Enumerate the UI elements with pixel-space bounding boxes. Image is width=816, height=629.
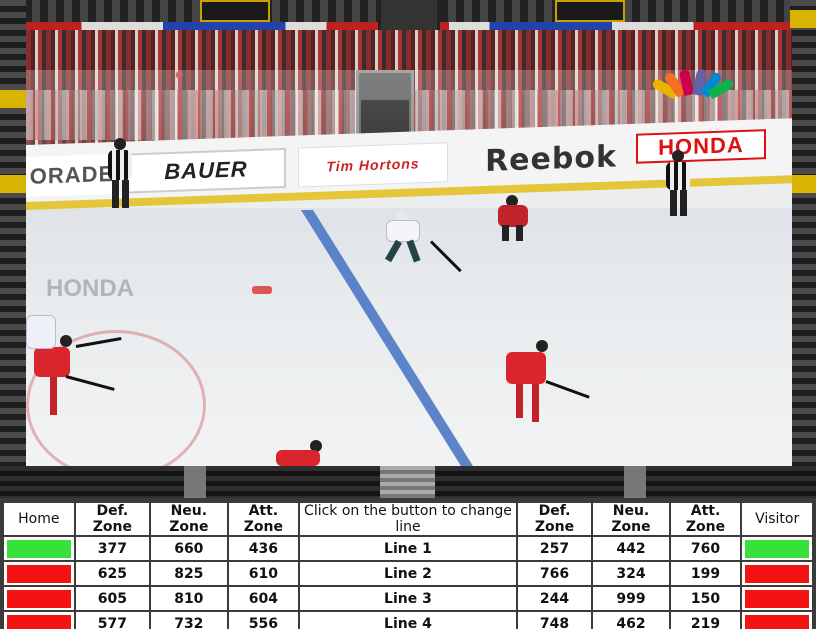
header-row: Home Def. Zone Neu. Zone Att. Zone Click… xyxy=(4,503,812,535)
line-2-button[interactable]: Line 2 xyxy=(300,562,516,585)
line-stats-panel: Home Def. Zone Neu. Zone Att. Zone Click… xyxy=(0,498,816,629)
visitor-status-indicator xyxy=(745,539,809,558)
scoreboard-support xyxy=(378,0,440,30)
support-post xyxy=(184,466,206,498)
home-status-indicator xyxy=(7,614,71,629)
home-att-zone-value: 610 xyxy=(228,562,299,585)
visitor-att-zone-value: 150 xyxy=(670,587,741,610)
jumbotron-left xyxy=(200,0,270,22)
center-ice-logo xyxy=(26,330,206,466)
home-status-cell xyxy=(4,537,74,560)
ad-bauer: BAUER xyxy=(126,147,286,194)
visitor-att-zone-value: 760 xyxy=(670,537,741,560)
stands-left xyxy=(0,0,26,498)
visitor-status-indicator xyxy=(745,564,809,583)
header-home: Home xyxy=(4,503,74,535)
table-row-line-4: 577 732 556 Line 4 748 462 219 xyxy=(4,612,812,629)
visitor-status-cell xyxy=(742,537,812,560)
visitor-status-indicator xyxy=(745,614,809,629)
stand-marker xyxy=(790,10,816,28)
stand-marker xyxy=(0,90,26,108)
home-status-indicator xyxy=(7,589,71,608)
ad-orade: ORADE xyxy=(26,153,118,197)
home-neu-zone-value: 732 xyxy=(151,612,227,629)
home-def-zone-value: 625 xyxy=(75,562,150,585)
table-row-line-1: 377 660 436 Line 1 257 442 760 xyxy=(4,537,812,560)
stands-right xyxy=(790,0,816,498)
home-att-zone-value: 436 xyxy=(228,537,299,560)
visitor-def-zone-value: 748 xyxy=(517,612,592,629)
home-neu-zone-value: 825 xyxy=(151,562,227,585)
ad-honda: HONDA xyxy=(636,129,766,164)
header-visitor-def-zone: Def. Zone xyxy=(517,503,592,535)
home-status-cell xyxy=(4,612,74,629)
ad-reebok: Reebok xyxy=(485,138,617,179)
instruction-text: Click on the button to change line xyxy=(300,503,516,535)
home-att-zone-value: 556 xyxy=(228,612,299,629)
header-visitor-neu-zone: Neu. Zone xyxy=(593,503,669,535)
visitor-neu-zone-value: 324 xyxy=(593,562,669,585)
visitor-def-zone-value: 766 xyxy=(517,562,592,585)
home-status-indicator xyxy=(7,564,71,583)
visitor-status-indicator xyxy=(745,589,809,608)
visitor-status-cell xyxy=(742,612,812,629)
visitor-neu-zone-value: 999 xyxy=(593,587,669,610)
nbc-peacock-icon xyxy=(650,65,736,100)
header-visitor-att-zone: Att. Zone xyxy=(670,503,741,535)
ice-ad-honda: HONDA xyxy=(46,275,134,302)
visitor-att-zone-value: 199 xyxy=(670,562,741,585)
home-def-zone-value: 605 xyxy=(75,587,150,610)
stairs xyxy=(380,466,435,498)
home-neu-zone-value: 810 xyxy=(151,587,227,610)
home-def-zone-value: 377 xyxy=(75,537,150,560)
jumbotron-right xyxy=(555,0,625,22)
line-stats-table: Home Def. Zone Neu. Zone Att. Zone Click… xyxy=(2,501,814,629)
visitor-status-cell xyxy=(742,562,812,585)
stand-marker xyxy=(0,175,26,193)
arena-video-view: ORADE BAUER Tim Hortons Reebok HONDA HON… xyxy=(0,0,816,498)
home-status-indicator xyxy=(7,539,71,558)
home-status-cell xyxy=(4,587,74,610)
home-status-cell xyxy=(4,562,74,585)
ad-tim-hortons: Tim Hortons xyxy=(298,142,448,188)
home-def-zone-value: 577 xyxy=(75,612,150,629)
support-post xyxy=(624,466,646,498)
line-1-button[interactable]: Line 1 xyxy=(300,537,516,560)
home-att-zone-value: 604 xyxy=(228,587,299,610)
visitor-neu-zone-value: 462 xyxy=(593,612,669,629)
header-home-att-zone: Att. Zone xyxy=(228,503,299,535)
visitor-def-zone-value: 244 xyxy=(517,587,592,610)
visitor-att-zone-value: 219 xyxy=(670,612,741,629)
visitor-status-cell xyxy=(742,587,812,610)
stand-marker xyxy=(790,175,816,193)
visitor-def-zone-value: 257 xyxy=(517,537,592,560)
game-screen: ORADE BAUER Tim Hortons Reebok HONDA HON… xyxy=(26,30,792,466)
header-visitor: Visitor xyxy=(742,503,812,535)
line-3-button[interactable]: Line 3 xyxy=(300,587,516,610)
home-neu-zone-value: 660 xyxy=(151,537,227,560)
header-home-def-zone: Def. Zone xyxy=(75,503,150,535)
line-4-button[interactable]: Line 4 xyxy=(300,612,516,629)
visitor-neu-zone-value: 442 xyxy=(593,537,669,560)
table-row-line-3: 605 810 604 Line 3 244 999 150 xyxy=(4,587,812,610)
table-row-line-2: 625 825 610 Line 2 766 324 199 xyxy=(4,562,812,585)
header-home-neu-zone: Neu. Zone xyxy=(151,503,227,535)
faceoff-dot xyxy=(252,286,272,294)
